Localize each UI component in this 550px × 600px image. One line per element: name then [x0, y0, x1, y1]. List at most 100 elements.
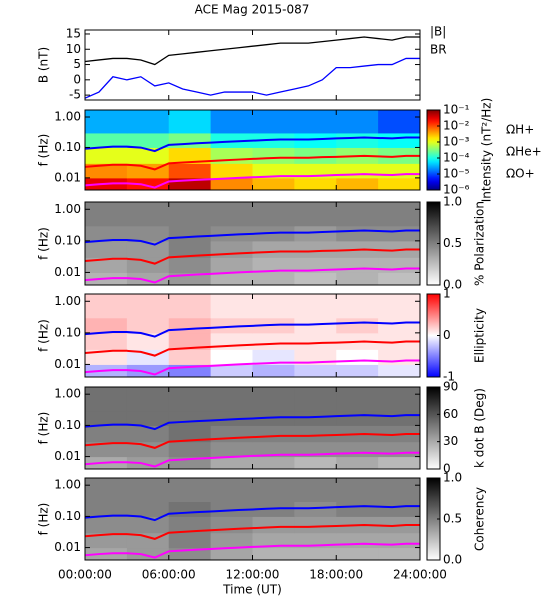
colorbar-tick-label: 0: [443, 462, 451, 476]
x-tick-label: 18:00:00: [309, 568, 363, 582]
cyclotron-line: [85, 451, 420, 468]
heatmap-cell: [336, 478, 379, 503]
heatmap-cell: [85, 332, 128, 350]
heatmap-cell: [168, 425, 212, 443]
heatmap-cell: [294, 478, 337, 503]
heatmap-cell: [252, 257, 295, 273]
heatmap-cell: [252, 147, 295, 164]
y-tick-label: 0.10: [54, 509, 81, 523]
cyclotron-line: [85, 173, 420, 189]
heatmap-cell: [168, 147, 212, 164]
heatmap-cell: [168, 294, 212, 319]
y-tick-label: 0.10: [54, 325, 81, 339]
heatmap-cell: [168, 501, 212, 517]
heatmap-cell: [378, 478, 420, 503]
heatmap-cell: [378, 349, 420, 365]
colorbar-tick-label: 0.0: [443, 553, 462, 567]
heatmap-cell: [336, 387, 379, 412]
y-tick-label: 0: [73, 72, 81, 86]
y-tick-label: 1.00: [54, 478, 81, 492]
heatmap-cell: [85, 110, 128, 134]
plot-area: [85, 202, 420, 285]
heatmap-cell: [252, 240, 295, 258]
heatmap-cell: [378, 501, 420, 517]
y-tick-label: 5: [73, 57, 81, 71]
heatmap-cell: [210, 163, 253, 179]
heatmap-cell: [378, 272, 420, 285]
colorbar-tick-label: 1.0: [443, 471, 462, 485]
heatmap-cell: [210, 387, 253, 412]
cyclotron-line: [85, 340, 420, 357]
heatmap-cell: [126, 147, 170, 164]
heatmap-cell: [210, 364, 253, 377]
y-tick-label: 1.00: [54, 294, 81, 308]
heatmap-cell: [168, 202, 212, 227]
heatmap-cell: [210, 177, 253, 190]
cyclotron-line: [85, 505, 420, 522]
heatmap-cell: [294, 240, 337, 258]
heatmap-cell: [168, 132, 212, 148]
heatmap-cell: [126, 387, 170, 412]
heatmap-cell: [210, 501, 253, 517]
heatmap-cell: [168, 240, 212, 258]
heatmap-cell: [210, 456, 253, 469]
y-tick-label: 0.01: [54, 265, 81, 279]
heatmap-cell: [85, 147, 128, 164]
heatmap-cell: [294, 225, 337, 242]
heatmap-cell: [126, 132, 170, 148]
heatmap-cell: [336, 163, 379, 179]
y-tick-label: 0.01: [54, 170, 81, 184]
heatmap-cell: [252, 349, 295, 365]
plot-area: [85, 387, 420, 469]
heatmap-cell: [126, 332, 170, 350]
heatmap-cell: [168, 349, 212, 365]
heatmap-cell: [378, 225, 420, 242]
heatmap-cell: [336, 501, 379, 517]
heatmap-cell: [126, 478, 170, 503]
heatmap-cell: [294, 272, 337, 285]
heatmap-cell: [294, 132, 337, 148]
heatmap-cell: [85, 532, 128, 549]
heatmap-cell: [126, 225, 170, 242]
colorbar-label: k dot B (Deg): [473, 388, 487, 468]
heatmap-cell: [378, 456, 420, 469]
heatmap-cell: [294, 456, 337, 469]
heatmap-cell: [168, 332, 212, 350]
x-tick-label: 12:00:00: [226, 568, 280, 582]
heatmap-cell: [336, 317, 379, 334]
colorbar-tick-label: 10⁻⁶: [443, 183, 470, 197]
heatmap-cell: [85, 478, 128, 503]
heatmap-cell: [378, 410, 420, 426]
colorbar-tick-label: 0.0: [443, 278, 462, 292]
heatmap-cell: [336, 532, 379, 549]
cyclotron-line: [85, 432, 420, 449]
x-tick-label: 24:00:00: [393, 568, 447, 582]
y-tick-label: 0.01: [54, 540, 81, 554]
heatmap-cell: [126, 364, 170, 377]
heatmap-cell: [168, 441, 212, 458]
heatmap-cell: [210, 547, 253, 560]
legend-label: ΩH+: [506, 123, 534, 137]
heatmap-cell: [126, 516, 170, 534]
heatmap-cell: [294, 501, 337, 517]
colorbar-label: Coherency: [473, 487, 487, 551]
colorbar-tick-label: 0.5: [443, 512, 462, 526]
heatmap-cell: [168, 317, 212, 334]
y-tick-label: 0.01: [54, 449, 81, 463]
colorbar-tick-label: 0.5: [443, 236, 462, 250]
data-line: [85, 57, 420, 99]
y-tick-label: 0.10: [54, 233, 81, 247]
heatmap-cell: [210, 225, 253, 242]
heatmap-cell: [336, 441, 379, 458]
heatmap-cell: [252, 532, 295, 549]
heatmap-cell: [378, 317, 420, 334]
heatmap-cell: [378, 257, 420, 273]
heatmap-cell: [336, 547, 379, 560]
colorbar-tick-label: 10⁻³: [443, 135, 470, 149]
heatmap-cell: [294, 147, 337, 164]
heatmap-cell: [210, 132, 253, 148]
heatmap-cell: [210, 202, 253, 227]
heatmap-cell: [252, 332, 295, 350]
colorbar-tick-label: 90: [443, 380, 458, 394]
colorbar-tick-label: 30: [443, 434, 458, 448]
